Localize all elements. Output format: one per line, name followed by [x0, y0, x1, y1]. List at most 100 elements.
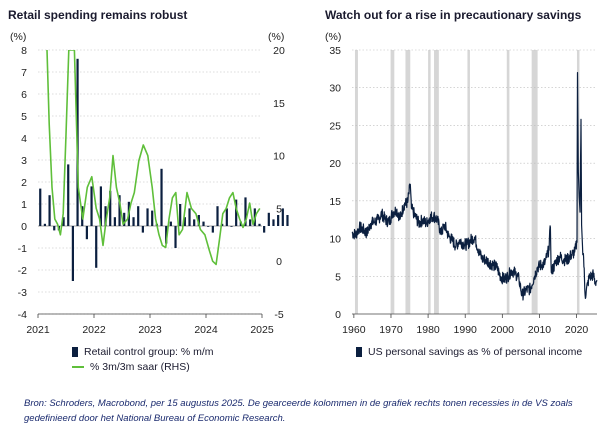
right-xtick-label: 2020	[565, 324, 589, 336]
retail-bar	[160, 168, 163, 226]
left-xtick-label: 2025	[250, 324, 274, 336]
right-ytick-label: 25	[329, 120, 341, 132]
retail-bar	[286, 215, 289, 226]
left-xtick-label: 2021	[26, 324, 50, 336]
retail-bar	[235, 199, 238, 226]
right-axis-tick-label: 5	[276, 203, 282, 215]
left-ytick-label: 0	[21, 221, 27, 233]
retail-bar	[216, 206, 219, 226]
recession-band	[434, 50, 439, 314]
retail-bar	[221, 223, 224, 226]
retail-bar	[104, 206, 107, 226]
legend-item-line: % 3m/3m saar (RHS)	[72, 361, 190, 373]
legend-savings-swatch	[356, 347, 362, 357]
retail-bar	[277, 215, 280, 226]
retail-bar	[39, 188, 42, 226]
left-ytick-label: 6	[21, 89, 27, 101]
legend-bars-label: Retail control group: % m/m	[84, 346, 214, 358]
right-axis-tick-label: 10	[273, 151, 285, 163]
legend-item-savings: US personal savings as % of personal inc…	[356, 346, 582, 358]
retail-bar	[123, 212, 126, 226]
retail-bar	[71, 226, 74, 281]
retail-bar	[183, 217, 186, 226]
right-xtick-label: 1990	[454, 324, 478, 336]
source-note: Bron: Schroders, Macrobond, per 15 augus…	[24, 398, 573, 424]
left-ytick-label: 1	[21, 199, 27, 211]
right-xtick-label: 2000	[491, 324, 515, 336]
retail-bar	[272, 219, 275, 226]
right-axis-tick-label: -5	[274, 309, 283, 321]
left-ytick-label: -2	[18, 265, 27, 277]
retail-bar	[67, 164, 70, 226]
retail-bar	[165, 226, 168, 244]
retail-bar	[137, 206, 140, 226]
retail-bar	[118, 195, 121, 226]
legend-bar-swatch	[72, 347, 78, 357]
legend-line-swatch	[72, 366, 84, 368]
retail-bar	[258, 223, 261, 226]
retail-bar	[141, 226, 144, 233]
left-ytick-label: 2	[21, 177, 27, 189]
right-ytick-label: 15	[329, 196, 341, 208]
retail-bar	[99, 186, 102, 226]
right-unit-label: (%)	[325, 31, 341, 43]
retail-bar	[85, 226, 88, 240]
retail-bar	[249, 219, 252, 226]
retail-bar	[146, 208, 149, 226]
right-xtick-label: 2010	[528, 324, 552, 336]
retail-bar	[225, 208, 228, 226]
retail-bar	[211, 226, 214, 233]
retail-bar	[263, 226, 266, 233]
left-xtick-label: 2023	[138, 324, 162, 336]
retail-bar	[132, 217, 135, 226]
retail-bar	[202, 221, 205, 226]
saar-line	[46, 50, 261, 266]
left-chart-title: Retail spending remains robust	[8, 8, 188, 22]
recession-band	[506, 50, 510, 314]
retail-bar	[174, 226, 177, 248]
retail-bar	[193, 219, 196, 226]
right-chart-title: Watch out for a rise in precautionary sa…	[325, 8, 582, 22]
right-xtick-label: 1970	[379, 324, 403, 336]
right-ytick-label: 10	[329, 234, 341, 246]
recession-band	[428, 50, 431, 314]
legend-savings-label: US personal savings as % of personal inc…	[368, 346, 583, 358]
left-ytick-label: 5	[21, 111, 27, 123]
left-ytick-label: 3	[21, 155, 27, 167]
right-ytick-label: 0	[335, 309, 341, 321]
recession-band	[467, 50, 470, 314]
left-ytick-label: -4	[18, 309, 27, 321]
right-axis-tick-label: 15	[273, 98, 285, 110]
retail-bar	[113, 217, 116, 226]
retail-bar	[151, 210, 154, 226]
savings-rate-line	[351, 71, 598, 301]
right-xtick-label: 1980	[416, 324, 440, 336]
retail-bar	[53, 226, 56, 231]
retail-bar	[62, 217, 65, 226]
recession-band	[390, 50, 395, 314]
retail-bar	[244, 197, 247, 226]
left-unit-label: (%)	[10, 31, 26, 43]
retail-bar	[90, 186, 93, 226]
retail-bar	[230, 226, 233, 227]
recession-band	[354, 50, 358, 314]
retail-bar	[169, 221, 172, 226]
left-ytick-label: 4	[21, 133, 27, 145]
recession-band	[405, 50, 411, 314]
right-ytick-label: 30	[329, 83, 341, 95]
legend-line-label: % 3m/3m saar (RHS)	[90, 361, 190, 373]
recession-band	[531, 50, 538, 314]
left-xtick-label: 2024	[194, 324, 218, 336]
right-ytick-label: 5	[335, 271, 341, 283]
left-ytick-label: 8	[21, 45, 27, 57]
left-ytick-label: 7	[21, 67, 27, 79]
retail-bar	[207, 226, 210, 227]
retail-bar	[95, 226, 98, 268]
retail-bar	[109, 190, 112, 226]
left-ytick-label: -3	[18, 287, 27, 299]
right-axis-tick-label: 0	[276, 256, 282, 268]
right-axis-tick-label: 20	[273, 45, 285, 57]
right-ytick-label: 20	[329, 158, 341, 170]
left-xtick-label: 2022	[82, 324, 106, 336]
